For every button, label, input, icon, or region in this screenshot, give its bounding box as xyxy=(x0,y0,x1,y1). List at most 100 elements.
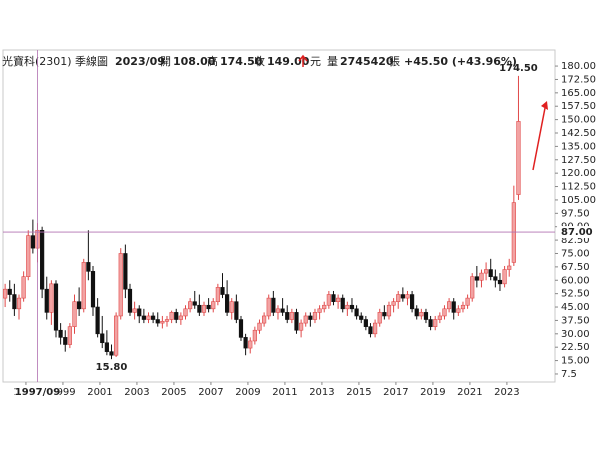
candle-body xyxy=(257,322,262,331)
candle-body xyxy=(511,202,516,263)
price-annotation: 174.50 xyxy=(499,63,538,74)
candle-body xyxy=(3,288,8,299)
y-tick-label: 60.00 xyxy=(561,275,590,286)
volume-label: 量 xyxy=(327,55,338,68)
candle-body xyxy=(479,272,484,281)
candle-body xyxy=(53,283,59,331)
candle-body xyxy=(377,312,382,324)
y-tick-label: 142.50 xyxy=(561,128,596,139)
x-tick-label: 2001 xyxy=(87,387,112,398)
candle-body xyxy=(446,301,452,310)
candle-body xyxy=(280,308,285,313)
volume: 2745420 xyxy=(340,55,394,68)
candle-body xyxy=(141,315,146,320)
y-tick-label: 75.00 xyxy=(561,248,590,259)
candle-body xyxy=(12,294,17,310)
cursor-y-label: 87.00 xyxy=(561,227,593,238)
y-tick-label: 172.50 xyxy=(561,74,596,85)
candle-body xyxy=(322,304,327,310)
candle-body xyxy=(516,121,521,195)
candle-body xyxy=(308,315,313,320)
cursor-x-label-bg xyxy=(15,386,60,398)
candle-body xyxy=(363,319,368,327)
candle-body xyxy=(215,287,220,302)
candle-body xyxy=(423,312,429,320)
candle-body xyxy=(225,294,230,313)
y-tick-label: 105.00 xyxy=(561,195,596,206)
candle-body xyxy=(243,337,248,349)
candle-body xyxy=(294,312,299,331)
candle-body xyxy=(169,312,174,320)
candle-body xyxy=(465,297,470,306)
candle-body xyxy=(63,337,68,345)
y-tick-label: 15.00 xyxy=(561,356,590,367)
candle-body xyxy=(391,301,396,306)
x-tick-label: 1999 xyxy=(50,387,75,398)
candle-body xyxy=(164,319,170,322)
candle-body xyxy=(30,235,35,249)
candle-body xyxy=(114,315,119,356)
candle-body xyxy=(86,262,91,272)
candle-body xyxy=(100,333,105,344)
candle-body xyxy=(326,294,331,306)
y-tick-label: 150.00 xyxy=(561,115,596,126)
candle-body xyxy=(349,304,355,310)
y-tick-label: 30.00 xyxy=(561,329,590,340)
y-tick-label: 22.50 xyxy=(561,342,590,353)
high: 174.50 xyxy=(220,55,263,68)
candle-body xyxy=(16,297,22,310)
candle-body xyxy=(95,306,100,335)
y-tick-label: 120.00 xyxy=(561,168,596,179)
candle-body xyxy=(303,315,308,324)
candle-body xyxy=(433,319,438,327)
candle-body xyxy=(359,315,364,320)
candle-body xyxy=(160,321,165,324)
candle-body xyxy=(90,271,96,308)
candle-body xyxy=(460,304,466,310)
x-tick-label: 2009 xyxy=(235,387,260,398)
candle-body xyxy=(21,276,26,299)
candle-body xyxy=(474,276,479,281)
candle-body xyxy=(109,351,114,356)
candle-body xyxy=(312,312,318,320)
candle-body xyxy=(146,315,151,320)
candle-body xyxy=(497,279,503,285)
candle-body xyxy=(373,322,378,335)
y-tick-label: 97.50 xyxy=(561,208,590,219)
candle-body xyxy=(507,265,512,270)
x-tick-label: 2011 xyxy=(272,387,297,398)
stock-name: 光寶科(2301) xyxy=(2,54,72,68)
price-annotation: 15.80 xyxy=(96,362,128,373)
candle-body xyxy=(58,329,63,338)
candle-body xyxy=(442,308,447,317)
candle-body xyxy=(188,301,193,310)
candle-body xyxy=(151,315,156,320)
candle-body xyxy=(456,308,461,313)
candle-body xyxy=(271,297,276,313)
candle-body xyxy=(354,308,359,317)
candle-body xyxy=(345,304,350,310)
x-tick-label: 2007 xyxy=(198,387,223,398)
candle-body xyxy=(340,297,345,310)
close-label: 收 xyxy=(254,54,265,68)
plot-frame xyxy=(2,49,556,383)
candle-body xyxy=(488,269,493,277)
y-tick-label: 157.50 xyxy=(561,101,596,112)
y-tick-label: 52.50 xyxy=(561,289,590,300)
cursor-x-label: 1997/09 xyxy=(15,387,60,398)
x-tick-label: 2017 xyxy=(383,387,408,398)
y-tick-label: 127.50 xyxy=(561,155,596,166)
candle-body xyxy=(137,308,142,317)
x-tick-label: 2015 xyxy=(346,387,371,398)
candle-body xyxy=(368,326,373,335)
candle-body xyxy=(238,319,244,338)
up-arrow xyxy=(298,54,308,67)
candle-body xyxy=(493,276,498,281)
candle-body xyxy=(67,326,72,345)
x-tick-label: 2005 xyxy=(161,387,186,398)
y-tick-label: 165.00 xyxy=(561,88,596,99)
candle-body xyxy=(409,294,415,310)
candle-body xyxy=(104,342,109,352)
candle-body xyxy=(26,235,31,277)
